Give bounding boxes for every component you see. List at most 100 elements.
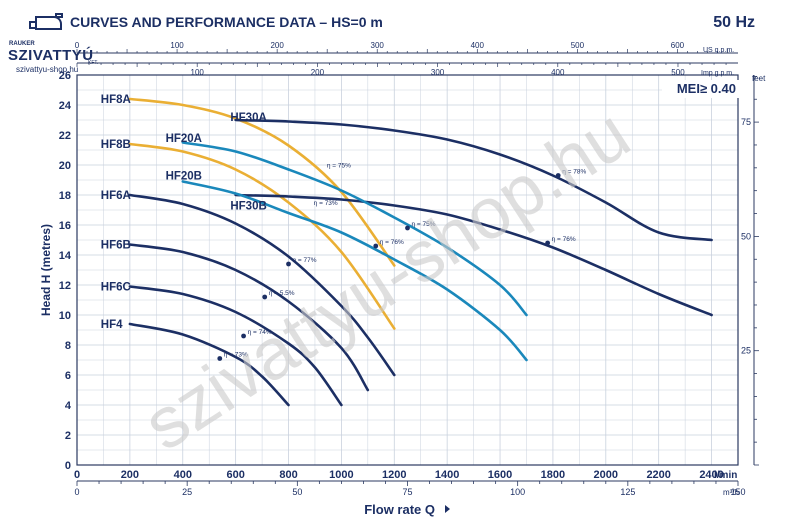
y-tick-label: 8 <box>65 340 71 352</box>
imp-gpm-tick-label: 500 <box>671 68 685 77</box>
y-tick-label: 22 <box>59 130 71 142</box>
feet-tick-label: 25 <box>741 346 751 356</box>
series-label-hf6b: HF6B <box>101 240 131 252</box>
efficiency-point <box>405 225 410 231</box>
x-tick-label: 400 <box>174 469 192 481</box>
us-gpm-tick-label: 600 <box>671 41 685 50</box>
series-label-hf6c: HF6C <box>101 282 131 294</box>
series-label-hf8a: HF8A <box>101 94 131 106</box>
feet-tick-label: 50 <box>741 231 751 241</box>
brand-website-text: szivattyu-shop.hu <box>16 65 78 74</box>
series-label-hf20a: HF20A <box>166 133 202 145</box>
efficiency-label: η = 76% <box>552 236 576 243</box>
imp-gpm-unit-label: Imp g.p.m. <box>701 70 734 77</box>
curve-hf30b <box>234 193 713 317</box>
series-label-hf20b: HF20B <box>166 171 202 183</box>
x-tick-label: 2400 <box>699 469 723 481</box>
pump-logo-icon <box>29 13 63 30</box>
m3h-tick-label: 100 <box>510 487 525 497</box>
y-tick-label: 24 <box>59 100 72 112</box>
m3h-tick-label: 0 <box>74 487 79 497</box>
efficiency-label: η = 77% <box>293 257 317 264</box>
efficiency-point <box>555 173 561 178</box>
x-axis-arrow-icon <box>445 505 450 513</box>
curve-hf6b <box>128 243 370 392</box>
us-gpm-tick-label: 200 <box>270 41 284 50</box>
us-gpm-tick-label: 500 <box>571 41 585 50</box>
y-tick-label: 26 <box>59 70 71 82</box>
curve-hf6c <box>128 285 343 407</box>
efficiency-point <box>241 333 246 339</box>
mei-box <box>662 80 740 98</box>
efficiency-point <box>545 240 551 246</box>
y-tick-label: 4 <box>65 400 72 412</box>
y-tick-label: 0 <box>65 460 71 472</box>
x-tick-label: 1800 <box>541 469 565 481</box>
x-tick-label: 1400 <box>435 469 459 481</box>
y-tick-label: 6 <box>65 370 71 382</box>
imp-gpm-tick-label: 300 <box>431 68 445 77</box>
efficiency-label: η = 75% <box>412 221 436 228</box>
series-label-hf4: HF4 <box>101 319 123 331</box>
x-tick-label: 2200 <box>646 469 670 481</box>
us-gpm-tick-label: 100 <box>170 41 184 50</box>
plot-frame <box>76 74 739 466</box>
y-tick-label: 20 <box>59 160 71 172</box>
x-tick-label: 0 <box>74 469 80 481</box>
us-gpm-unit-label: US g.p.m. <box>703 47 734 54</box>
m3h-tick-label: 150 <box>730 487 745 497</box>
efficiency-annotations: η = 75% η = 73% η = 78% η = 76% η = 75% η = 7… <box>217 163 586 361</box>
y-axis-label: Head H (metres) <box>39 224 53 316</box>
watermark-text: szivattyu-shop.hu <box>130 94 643 466</box>
curve-hf20a <box>181 141 528 317</box>
m3h-tick-label: 25 <box>182 487 192 497</box>
series-label-hf8b: HF8B <box>101 139 131 151</box>
curve-hf8a <box>128 97 396 267</box>
series-lines <box>128 97 713 407</box>
efficiency-label: η = 73% <box>224 352 248 359</box>
efficiency-point <box>217 356 223 361</box>
y-tick-label: 14 <box>59 250 72 262</box>
x-tick-label: 1600 <box>488 469 512 481</box>
efficiency-label: η = 5.5% <box>269 290 295 297</box>
m3h-unit-label: m³/h <box>723 488 739 497</box>
efficiency-label: η = 75% <box>327 163 351 170</box>
us-gpm-tick-label: 0 <box>75 41 80 50</box>
curve-hf8b <box>128 142 396 330</box>
efficiency-point <box>373 243 379 249</box>
curve-hf4 <box>128 322 290 407</box>
us-gpm-tick-label: 300 <box>371 41 385 50</box>
m3h-tick-label: 75 <box>402 487 412 497</box>
efficiency-label: η = 76% <box>380 239 404 246</box>
x-unit-label: l/min <box>714 470 737 481</box>
x-tick-label: 800 <box>279 469 297 481</box>
series-label-hf6a: HF6A <box>101 190 131 202</box>
efficiency-point <box>286 261 291 267</box>
feet-unit-label: feet <box>752 74 766 83</box>
us-gpm-tick-label: 400 <box>471 41 485 50</box>
brand-name-text: SZIVATTYÚ <box>8 46 94 64</box>
curve-hf6a <box>128 193 396 377</box>
feet-tick-label: 75 <box>741 117 751 127</box>
series-label-hf30b: HF30B <box>230 201 266 213</box>
efficiency-point <box>262 294 268 300</box>
y-tick-label: 2 <box>65 430 71 442</box>
frequency-label: 50 Hz <box>713 14 755 31</box>
y-tick-label: 18 <box>59 190 71 202</box>
y-tick-label: 16 <box>59 220 71 232</box>
series-label-hf30a: HF30A <box>230 112 266 124</box>
efficiency-label: η = 73% <box>314 200 338 207</box>
curve-hf20b <box>181 180 528 362</box>
curve-hf30a <box>234 118 713 242</box>
x-axis-label: Flow rate Q <box>364 502 435 517</box>
efficiency-label: η = 74% <box>248 329 272 336</box>
mei-label: MEI≥ 0.40 <box>677 81 736 96</box>
x-tick-label: 1200 <box>382 469 406 481</box>
brand-top-text: RAUKER <box>9 41 35 47</box>
imp-gpm-tick-label: 200 <box>311 68 325 77</box>
x-tick-label: 600 <box>226 469 244 481</box>
efficiency-label: η = 78% <box>562 169 586 176</box>
x-tick-label: 1000 <box>329 469 353 481</box>
